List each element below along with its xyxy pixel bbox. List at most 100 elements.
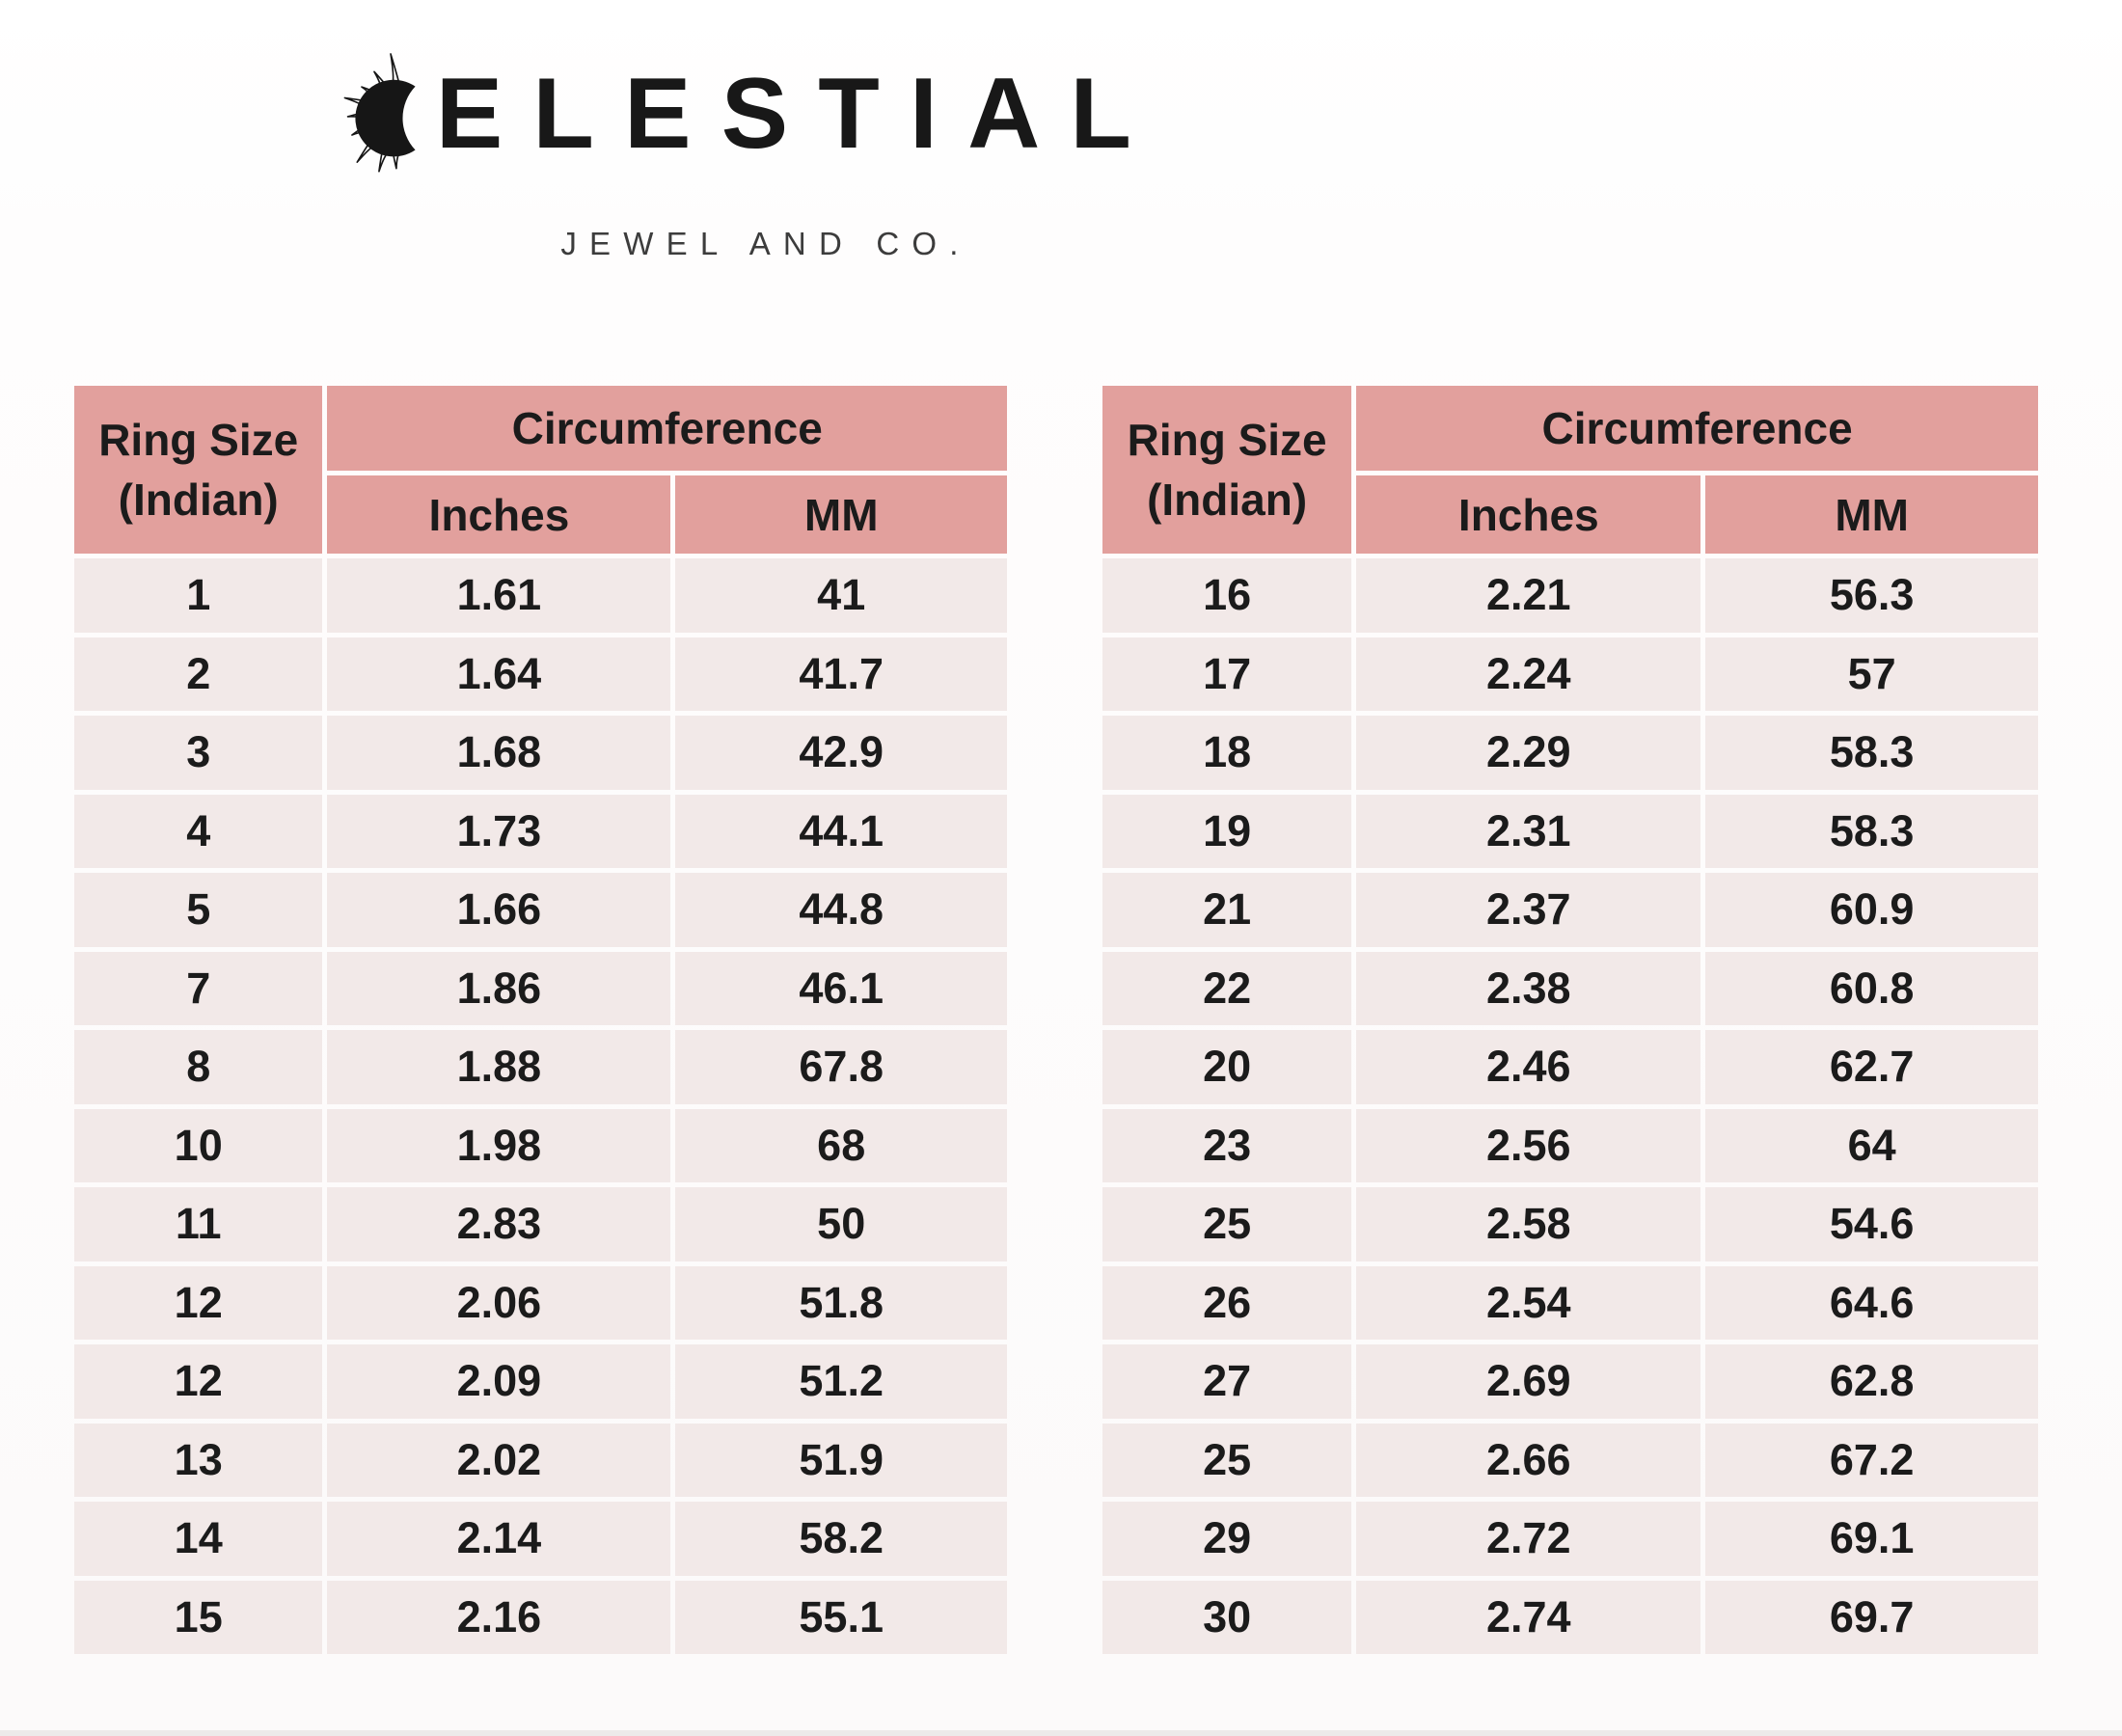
table-cell: 5 <box>74 873 323 947</box>
ring-size-table-left: Ring Size (Indian) Circumference Inches … <box>74 386 1007 1654</box>
table-cell: 1.98 <box>327 1108 671 1182</box>
table-cell: 44.8 <box>675 873 1007 947</box>
table-cell: 69.7 <box>1705 1580 2038 1654</box>
table-cell: 20 <box>1102 1030 1352 1104</box>
header-mm: MM <box>1705 475 2038 554</box>
table-cell: 2.09 <box>327 1344 671 1419</box>
table-cell: 51.9 <box>675 1423 1007 1497</box>
table-cell: 58.3 <box>1705 716 2038 790</box>
table-cell: 2.06 <box>327 1265 671 1340</box>
table-cell: 21 <box>1102 873 1352 947</box>
table-cell: 1.66 <box>327 873 671 947</box>
table-cell: 11 <box>74 1187 323 1261</box>
table-cell: 2.21 <box>1356 558 1701 633</box>
table-cell: 12 <box>74 1265 323 1340</box>
table-cell: 67.8 <box>675 1030 1007 1104</box>
table-cell: 25 <box>1102 1187 1352 1261</box>
table-cell: 41 <box>675 558 1007 633</box>
table-cell: 62.7 <box>1705 1030 2038 1104</box>
table-cell: 58.3 <box>1705 794 2038 868</box>
ring-size-table-right: Ring Size (Indian) Circumference Inches … <box>1102 386 2038 1654</box>
header-inches: Inches <box>1356 475 1701 554</box>
table-cell: 51.8 <box>675 1265 1007 1340</box>
table-cell: 1.73 <box>327 794 671 868</box>
header-mm: MM <box>675 475 1007 554</box>
table-cell: 2.54 <box>1356 1265 1701 1340</box>
header-ring-size-line1: Ring Size <box>1127 414 1327 465</box>
table-cell: 54.6 <box>1705 1187 2038 1261</box>
table-cell: 2.31 <box>1356 794 1701 868</box>
table-cell: 2.29 <box>1356 716 1701 790</box>
table-cell: 2.58 <box>1356 1187 1701 1261</box>
table-cell: 57 <box>1705 637 2038 711</box>
table-cell: 68 <box>675 1108 1007 1182</box>
table-cell: 17 <box>1102 637 1352 711</box>
header-ring-size: Ring Size (Indian) <box>1102 386 1352 554</box>
table-cell: 1.61 <box>327 558 671 633</box>
table-cell: 69.1 <box>1705 1502 2038 1576</box>
table-cell: 2.16 <box>327 1580 671 1654</box>
table-cell: 19 <box>1102 794 1352 868</box>
table-cell: 1.86 <box>327 951 671 1025</box>
table-cell: 29 <box>1102 1502 1352 1576</box>
table-cell: 2.02 <box>327 1423 671 1497</box>
table-cell: 18 <box>1102 716 1352 790</box>
table-cell: 4 <box>74 794 323 868</box>
table-cell: 3 <box>74 716 323 790</box>
header-ring-size-line1: Ring Size <box>98 414 299 465</box>
table-cell: 41.7 <box>675 637 1007 711</box>
sun-crescent-icon <box>343 53 416 173</box>
table-cell: 2.56 <box>1356 1108 1701 1182</box>
table-cell: 2.83 <box>327 1187 671 1261</box>
header-circumference: Circumference <box>327 386 1007 471</box>
table-cell: 56.3 <box>1705 558 2038 633</box>
table-cell: 1.64 <box>327 637 671 711</box>
table-cell: 60.8 <box>1705 951 2038 1025</box>
table-cell: 25 <box>1102 1423 1352 1497</box>
table-cell: 12 <box>74 1344 323 1419</box>
brand-wordmark-row: ELESTIAL <box>328 27 1161 216</box>
table-cell: 2.37 <box>1356 873 1701 947</box>
table-cell: 67.2 <box>1705 1423 2038 1497</box>
table-cell: 2 <box>74 637 323 711</box>
table-cell: 2.66 <box>1356 1423 1701 1497</box>
table-cell: 7 <box>74 951 323 1025</box>
header-inches: Inches <box>327 475 671 554</box>
header-ring-size: Ring Size (Indian) <box>74 386 323 554</box>
header-ring-size-line2: (Indian) <box>1147 475 1308 525</box>
table-cell: 62.8 <box>1705 1344 2038 1419</box>
table-cell: 8 <box>74 1030 323 1104</box>
table-cell: 55.1 <box>675 1580 1007 1654</box>
table-cell: 2.74 <box>1356 1580 1701 1654</box>
table-cell: 44.1 <box>675 794 1007 868</box>
table-cell: 64 <box>1705 1108 2038 1182</box>
table-cell: 2.24 <box>1356 637 1701 711</box>
table-cell: 2.69 <box>1356 1344 1701 1419</box>
bottom-edge-line <box>0 1730 2122 1736</box>
table-cell: 46.1 <box>675 951 1007 1025</box>
brand-header: ELESTIAL JEWEL AND CO. <box>343 27 1131 262</box>
table-cell: 58.2 <box>675 1502 1007 1576</box>
table-cell: 30 <box>1102 1580 1352 1654</box>
table-cell: 2.46 <box>1356 1030 1701 1104</box>
table-cell: 60.9 <box>1705 873 2038 947</box>
table-cell: 10 <box>74 1108 323 1182</box>
table-cell: 14 <box>74 1502 323 1576</box>
table-cell: 42.9 <box>675 716 1007 790</box>
table-cell: 16 <box>1102 558 1352 633</box>
table-cell: 1.88 <box>327 1030 671 1104</box>
brand-wordmark: ELESTIAL <box>435 58 1162 170</box>
header-circumference: Circumference <box>1356 386 2038 471</box>
table-cell: 23 <box>1102 1108 1352 1182</box>
table-cell: 13 <box>74 1423 323 1497</box>
table-cell: 2.38 <box>1356 951 1701 1025</box>
table-cell: 64.6 <box>1705 1265 2038 1340</box>
table-cell: 51.2 <box>675 1344 1007 1419</box>
table-cell: 15 <box>74 1580 323 1654</box>
table-cell: 2.14 <box>327 1502 671 1576</box>
table-cell: 22 <box>1102 951 1352 1025</box>
table-cell: 26 <box>1102 1265 1352 1340</box>
header-ring-size-line2: (Indian) <box>118 475 279 525</box>
table-cell: 50 <box>675 1187 1007 1261</box>
